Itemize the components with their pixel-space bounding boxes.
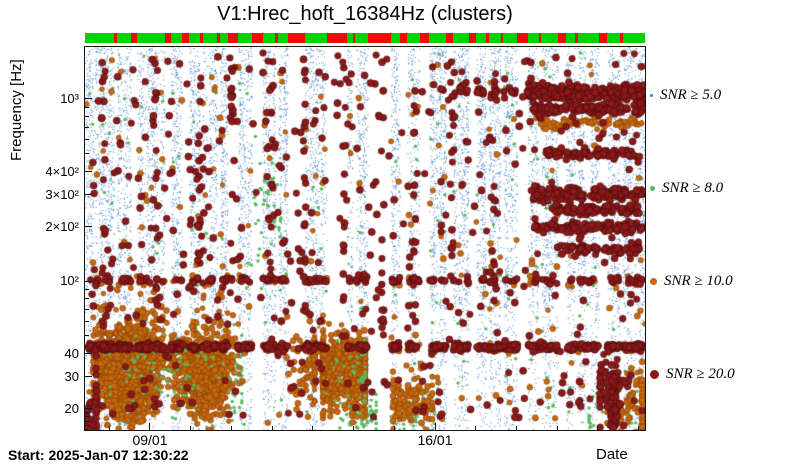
status-off-segment [558, 33, 567, 43]
status-off-segment [419, 33, 430, 43]
plot-area [84, 46, 646, 431]
scatter-canvas [85, 47, 645, 430]
axis-tick [312, 426, 314, 430]
y-tick-label: 4×10² [45, 164, 79, 179]
axis-tick [85, 335, 89, 337]
y-tick-label: 20 [64, 401, 79, 416]
x-axis-label: Date [596, 446, 628, 463]
legend-label: SNR ≥ 5.0 [660, 86, 722, 103]
y-tick-label: 40 [64, 346, 79, 361]
axis-tick [85, 153, 89, 155]
x-tick-label: 16/01 [417, 432, 453, 448]
axis-tick [85, 298, 89, 300]
axis-tick [85, 138, 89, 140]
status-off-segment [367, 33, 391, 43]
axis-tick [271, 426, 273, 430]
axis-tick [353, 426, 355, 430]
status-off-segment [399, 33, 407, 43]
status-off-segment [130, 33, 138, 43]
status-off-segment [468, 33, 476, 43]
status-off-segment [326, 33, 348, 43]
status-off-segment [517, 33, 528, 43]
legend-item-snr8: SNR ≥ 8.0 [650, 177, 723, 199]
axis-tick [85, 225, 92, 227]
axis-tick [434, 423, 436, 430]
legend-label: SNR ≥ 20.0 [666, 365, 735, 382]
axis-tick [85, 170, 92, 172]
legend-label: SNR ≥ 10.0 [664, 272, 733, 289]
axis-tick [190, 426, 192, 430]
x-tick-label: 09/01 [132, 432, 168, 448]
axis-tick [85, 193, 92, 195]
axis-tick [85, 126, 89, 128]
axis-tick [230, 426, 232, 430]
axis-tick [638, 426, 640, 430]
status-off-segment [199, 33, 203, 43]
axis-tick [85, 308, 89, 310]
axis-tick [85, 106, 89, 108]
y-tick-label: 30 [64, 369, 79, 384]
status-off-segment [538, 33, 542, 43]
axis-tick [85, 98, 92, 100]
axis-tick [393, 426, 395, 430]
axis-tick [85, 407, 92, 409]
axis-tick [85, 411, 89, 413]
axis-tick [85, 116, 89, 118]
snr10-marker-icon [650, 277, 657, 285]
axis-tick [475, 426, 477, 430]
status-off-segment [227, 33, 238, 43]
axis-tick [108, 426, 110, 430]
status-off-segment [352, 33, 356, 43]
axis-tick [597, 426, 599, 430]
status-off-segment [217, 33, 220, 43]
axis-tick [85, 352, 92, 354]
axis-tick [85, 375, 92, 377]
status-off-segment [251, 33, 263, 43]
status-off-segment [114, 33, 117, 43]
axis-tick [556, 426, 558, 430]
status-off-segment [500, 33, 504, 43]
status-off-segment [164, 33, 171, 43]
status-off-segment [181, 33, 190, 43]
axis-tick [149, 423, 151, 430]
status-off-segment [275, 33, 279, 43]
status-off-segment [287, 33, 305, 43]
detector-status-bar [85, 33, 645, 43]
legend-item-snr10: SNR ≥ 10.0 [650, 270, 733, 292]
start-time-label: Start: 2025-Jan-07 12:30:22 [8, 447, 189, 463]
y-tick-label: 10³ [60, 91, 79, 106]
snr8-marker-icon [650, 185, 655, 191]
page-title: V1:Hrec_hoft_16384Hz (clusters) [217, 3, 513, 25]
y-tick-label: 3×10² [45, 187, 79, 202]
axis-tick [85, 320, 89, 322]
status-off-segment [619, 33, 623, 43]
status-off-segment [575, 33, 578, 43]
legend-item-snr20: SNR ≥ 20.0 [650, 363, 735, 385]
axis-tick [85, 420, 89, 422]
legend-label: SNR ≥ 8.0 [662, 179, 724, 196]
axis-tick [85, 288, 89, 290]
axis-tick [515, 426, 517, 430]
snr5-marker-icon [650, 93, 653, 97]
status-off-segment [599, 33, 608, 43]
axis-tick [85, 416, 89, 418]
axis-tick [85, 280, 92, 282]
legend-item-snr5: SNR ≥ 5.0 [650, 84, 721, 106]
y-tick-label: 10² [60, 273, 79, 288]
status-off-segment [446, 33, 454, 43]
axis-tick [85, 425, 89, 427]
status-off-segment [485, 33, 489, 43]
y-tick-label: 2×10² [45, 219, 79, 234]
snr20-marker-icon [650, 369, 659, 379]
